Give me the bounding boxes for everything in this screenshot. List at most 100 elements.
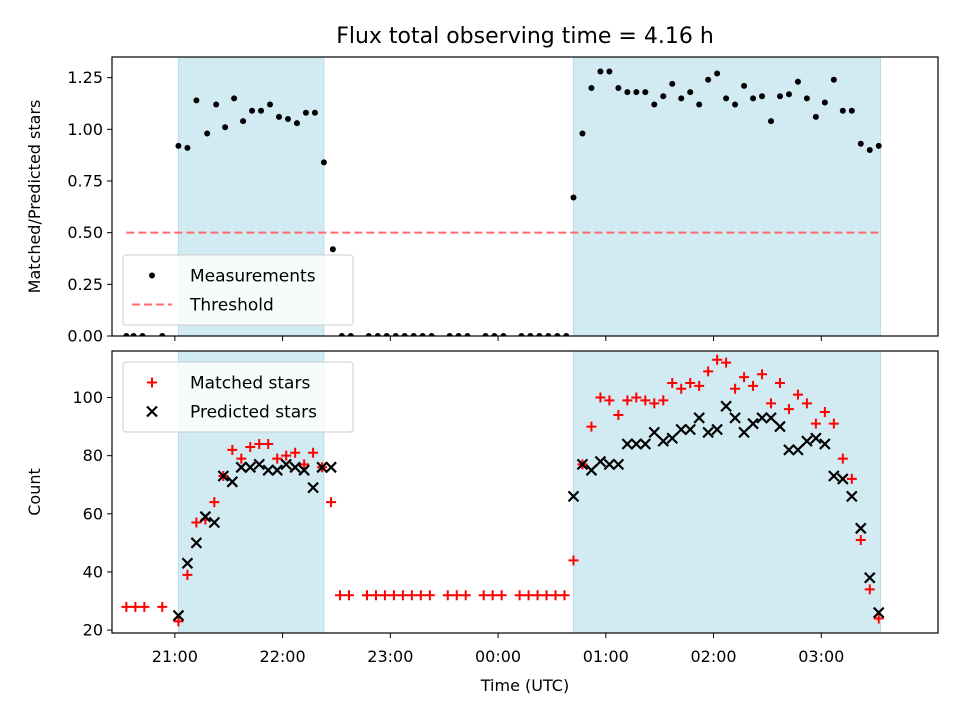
measurements-point: [830, 76, 837, 83]
x-tick-label: 23:00: [367, 647, 413, 666]
matched-stars-point: [263, 439, 274, 450]
predicted-stars-point: [244, 461, 257, 474]
measurements-point: [455, 333, 462, 336]
predicted-stars-point: [307, 481, 319, 494]
matched-stars-point: [442, 590, 453, 601]
measurements-point: [410, 333, 417, 336]
x-tick-label: 00:00: [475, 647, 521, 666]
matched-stars-point: [388, 590, 399, 601]
predicted-stars-point: [235, 461, 248, 474]
matched-stars-point: [209, 497, 220, 508]
measurements-point: [500, 333, 507, 336]
top-y-tick-label: 0.75: [67, 172, 103, 191]
measurements-point: [705, 76, 712, 83]
matched-stars-point: [130, 601, 141, 612]
matched-stars-point: [748, 380, 759, 391]
top-axes-frame: [111, 56, 939, 337]
predicted-stars-point: [792, 444, 804, 456]
measurements-point: [139, 333, 146, 336]
matched-stars-point: [487, 590, 498, 601]
matched-stars-point: [281, 450, 292, 461]
predicted-stars-point: [253, 458, 266, 471]
predicted-stars-point: [711, 423, 723, 436]
measurements-point: [696, 101, 703, 108]
measurements-point: [383, 333, 390, 336]
predicted-stars-point: [585, 464, 598, 476]
matched-stars-point: [792, 389, 803, 400]
matched-stars-point: [254, 439, 265, 450]
matched-stars-point: [685, 377, 696, 388]
measurements-point: [821, 99, 828, 106]
measurements-point: [204, 130, 211, 137]
matched-stars-point: [121, 601, 132, 612]
measurements-legend-label: Measurements: [190, 267, 316, 287]
predicted-stars-point: [639, 438, 652, 450]
matched-stars-point: [739, 372, 750, 383]
matched-stars-point: [703, 366, 714, 377]
matched-stars-point: [757, 369, 768, 380]
measurements-point: [302, 109, 309, 116]
top-y-tick-label: 0.00: [67, 327, 103, 346]
matched-stars-point: [730, 383, 741, 394]
bottom-plot-area: [121, 351, 885, 633]
measurements-point: [193, 97, 200, 104]
measurements-point: [536, 333, 543, 336]
matched-stars-point: [855, 534, 866, 545]
matched-stars-point: [157, 601, 168, 612]
bottom-y-axis-label: Count: [25, 468, 44, 516]
bottom-axes-frame: [111, 350, 939, 634]
matched-stars-point: [801, 398, 812, 409]
matched-stars-point: [694, 380, 705, 391]
matched-stars-point: [227, 444, 238, 455]
top-legend: Measurements Threshold: [122, 254, 354, 326]
measurements-point: [803, 95, 810, 102]
measurements-point: [570, 194, 577, 201]
predicted-stars-point: [190, 537, 203, 549]
measurements-point: [518, 333, 525, 336]
matched-stars-point: [550, 590, 561, 601]
matched-stars-point: [541, 590, 552, 601]
matched-stars-point: [496, 590, 507, 601]
measurements-point: [311, 109, 318, 116]
measurements-point: [275, 113, 282, 120]
predicted-stars-point: [729, 412, 741, 424]
matched-stars-point: [397, 590, 408, 601]
measurements-point: [563, 333, 570, 336]
threshold-legend-label: Threshold: [189, 296, 274, 316]
bottom-y-tick-label: 20: [83, 621, 103, 640]
matched-stars-point: [290, 447, 301, 458]
matched-stars-point: [335, 590, 346, 601]
matched-stars-point: [649, 398, 660, 409]
measurements-point: [875, 142, 882, 149]
matched-stars-point: [712, 354, 723, 365]
matched-stars-point: [299, 459, 310, 470]
predicted-stars-point: [783, 444, 795, 456]
measurements-point: [464, 333, 471, 336]
matched-stars-legend-label: Matched stars: [190, 374, 310, 394]
predicted-stars-point: [828, 470, 840, 482]
matched-stars-point: [873, 613, 884, 624]
bottom-y-tick-label: 100: [72, 388, 103, 407]
top-plot-area: [123, 57, 882, 336]
matched-stars-point: [415, 590, 426, 601]
matched-stars-point: [613, 409, 624, 420]
predicted-stars-point: [289, 461, 301, 474]
matched-stars-point: [478, 590, 489, 601]
matched-stars-point: [379, 590, 390, 601]
matched-stars-point: [774, 377, 785, 388]
bottom-legend-box: [122, 361, 354, 433]
measurements-point: [159, 333, 166, 336]
x-axis-label: Time (UTC): [480, 676, 569, 695]
matched-stars-point: [604, 395, 615, 406]
measurements-point: [491, 333, 498, 336]
x-tick-label: 03:00: [798, 647, 844, 666]
top-y-tick-label: 0.50: [67, 223, 103, 242]
measurements-point: [222, 124, 229, 131]
x-tick-label: 01:00: [583, 647, 629, 666]
top-legend-box: [122, 254, 354, 326]
matched-stars-point: [532, 590, 543, 601]
predicted-stars-point: [199, 510, 212, 523]
predicted-stars-point: [684, 423, 696, 436]
x-tick-label: 22:00: [260, 647, 306, 666]
measurements-point: [338, 333, 345, 336]
